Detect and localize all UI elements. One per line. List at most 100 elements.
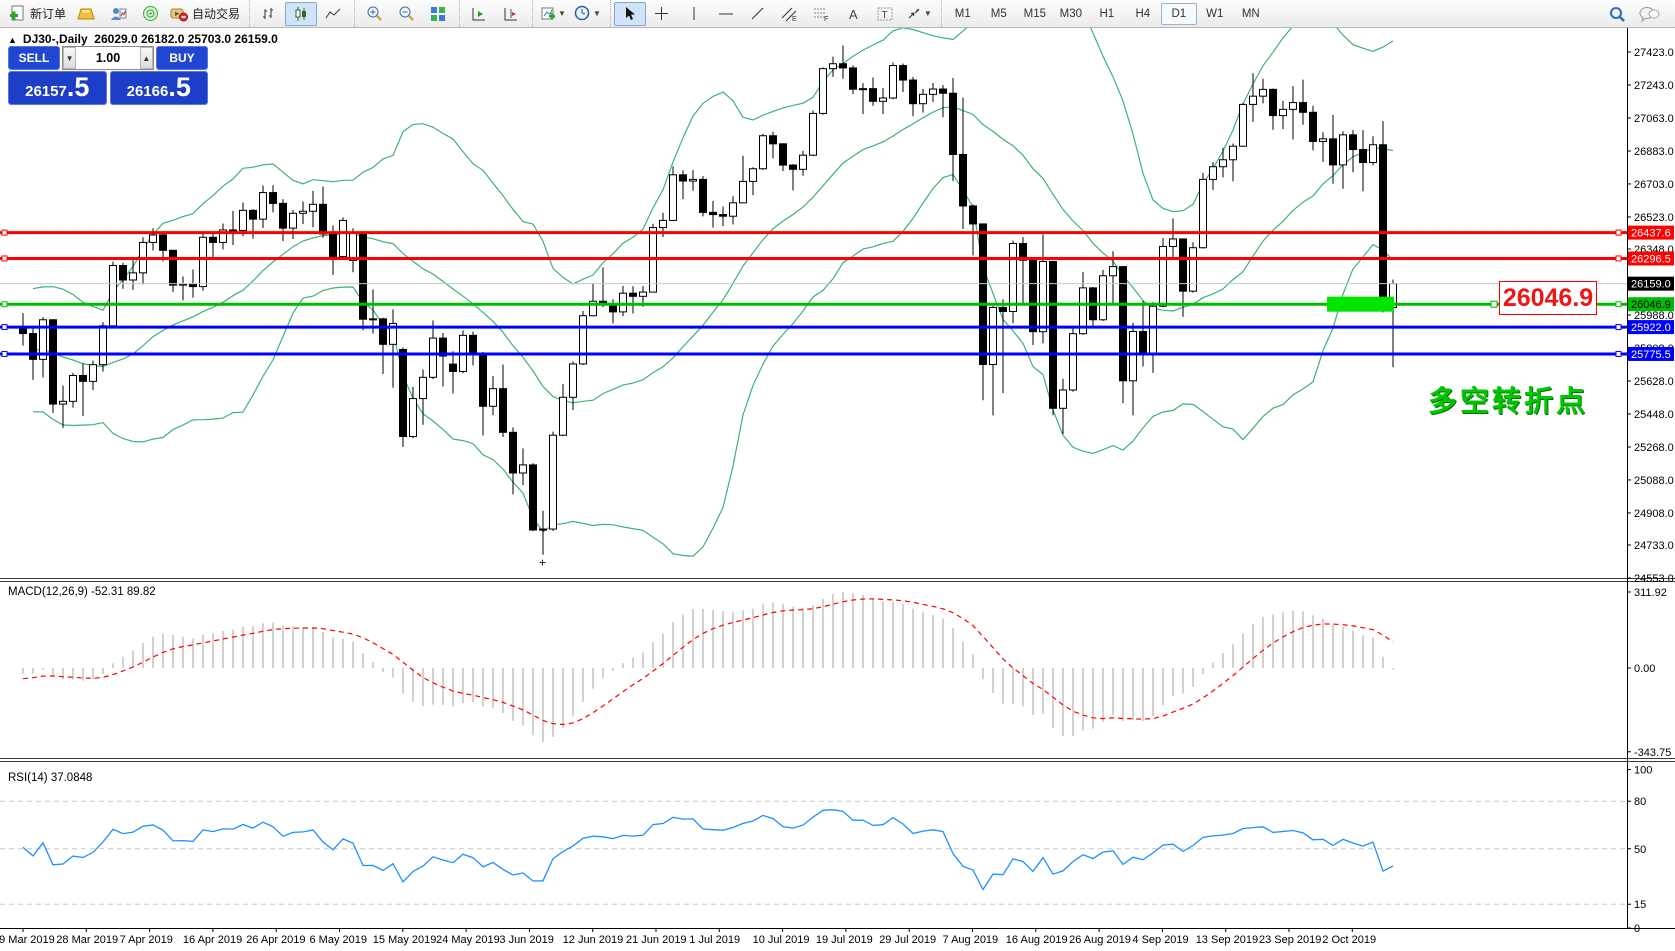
auto-scroll-button[interactable] — [463, 2, 495, 26]
candle — [899, 63, 907, 92]
price-axis-tick: 27243.0 — [1634, 80, 1674, 92]
chart-canvas[interactable]: +27423.0 27243.0 27063.0 26883.0 26703.0 2652… — [0, 28, 1675, 951]
timeframe-button-m1[interactable]: M1 — [954, 7, 971, 20]
turning-point-annotation[interactable]: 多空转折点 — [1428, 386, 1589, 418]
candle — [1039, 234, 1047, 344]
timeframe-button-m15[interactable]: M15 — [1023, 7, 1046, 20]
price-axis-tick: 26703.0 — [1634, 179, 1674, 191]
chart-window[interactable]: +27423.0 27243.0 27063.0 26883.0 26703.0 2652… — [0, 28, 1675, 951]
new-order-button[interactable]: 新订单 — [5, 2, 70, 26]
timeframe-button-mn[interactable]: MN — [1241, 7, 1260, 20]
timeframe-button-h4[interactable]: H4 — [1135, 7, 1151, 20]
candle — [459, 330, 467, 374]
sell-button[interactable]: SELL — [8, 46, 60, 70]
candlestick-button[interactable] — [285, 1, 318, 26]
volume-input[interactable] — [76, 47, 140, 69]
bar-chart-button[interactable] — [253, 2, 285, 26]
candle — [889, 62, 897, 100]
candle — [1019, 237, 1027, 304]
candle — [1089, 286, 1097, 328]
rsi-axis-label: 0 — [1634, 923, 1640, 935]
macd-axis-label: -343.75 — [1634, 747, 1671, 759]
price-callout-label[interactable]: 26046.9 — [1499, 281, 1597, 315]
timeframe-button-w1[interactable]: W1 — [1206, 7, 1224, 20]
volume-increase-button[interactable]: ▲ — [139, 47, 153, 69]
text-tool-button[interactable]: A — [838, 2, 870, 26]
candle — [199, 231, 207, 291]
candle — [579, 310, 587, 366]
price-pane[interactable]: + — [0, 28, 1627, 570]
low-point-marker: + — [539, 556, 546, 570]
bollinger-band — [32, 28, 1394, 312]
price-axis-tick: 24733.0 — [1634, 540, 1674, 552]
time-axis-label: 12 Jun 2019 — [563, 934, 624, 946]
candle — [219, 223, 227, 250]
candle — [919, 88, 927, 113]
chat-button[interactable] — [1633, 2, 1665, 26]
trendline-tool-button[interactable] — [742, 2, 774, 26]
macd-axis-label: 0.00 — [1634, 663, 1655, 675]
profile-button[interactable] — [102, 2, 134, 26]
tile-windows-button[interactable] — [422, 2, 454, 26]
market-watch-button[interactable] — [70, 2, 102, 26]
highlight-box[interactable] — [1327, 296, 1394, 312]
search-button[interactable] — [1601, 2, 1633, 26]
candle — [619, 285, 627, 317]
timeframe-button-m5[interactable]: M5 — [990, 7, 1007, 20]
line-chart-button[interactable] — [317, 2, 349, 26]
price-axis-tick: 24908.0 — [1634, 508, 1674, 520]
buy-price-quote[interactable]: 26166 .5 — [109, 71, 208, 105]
candle — [1339, 131, 1347, 189]
timeframe-button-d1[interactable]: D1 — [1160, 2, 1197, 25]
candle — [139, 237, 147, 285]
autotrading-label: 自动交易 — [192, 7, 241, 21]
candle — [129, 260, 137, 290]
vertical-line-tool-button[interactable] — [678, 2, 710, 26]
chat-icon — [1639, 6, 1660, 22]
autotrading-button[interactable]: 自动交易 — [166, 2, 244, 26]
time-axis-label: 3 Jun 2019 — [499, 934, 553, 946]
arrows-tool-button[interactable]: ▼ — [902, 2, 936, 26]
candle — [209, 231, 217, 259]
time-axis-label: 26 Aug 2019 — [1069, 934, 1131, 946]
sell-price-main: 26157 — [25, 83, 67, 100]
candle — [409, 386, 417, 439]
candle — [559, 384, 567, 437]
candle — [469, 331, 477, 366]
macd-pane[interactable] — [22, 591, 1394, 743]
volume-decrease-button[interactable]: ▼ — [63, 47, 77, 69]
candle — [259, 185, 267, 228]
channel-tool-button[interactable]: E — [774, 2, 806, 26]
zoom-out-button[interactable] — [390, 2, 422, 26]
gold-icon — [77, 8, 95, 19]
candle — [1249, 73, 1257, 122]
time-axis-label: 7 Apr 2019 — [120, 934, 173, 946]
community-button[interactable] — [134, 2, 166, 26]
candle — [1139, 300, 1147, 367]
fibonacci-tool-button[interactable]: F — [806, 2, 838, 26]
candle — [539, 510, 547, 555]
rsi-pane[interactable] — [0, 800, 1627, 905]
candle — [89, 360, 97, 391]
horizontal-line-tool-button[interactable] — [710, 2, 742, 26]
dropdown-caret: ▼ — [592, 9, 601, 18]
buy-button[interactable]: BUY — [156, 46, 208, 70]
bollinger-band — [32, 173, 1394, 557]
cursor-tool-button[interactable] — [613, 1, 646, 26]
sell-price-frac: .5 — [66, 72, 90, 102]
collapse-arrow-icon[interactable]: ▲ — [8, 35, 17, 45]
svg-text:A: A — [849, 7, 858, 21]
periods-button[interactable]: ▼ — [570, 2, 605, 26]
candle — [849, 65, 857, 95]
label-tool-button[interactable]: T — [870, 2, 902, 26]
zoom-in-button[interactable] — [358, 2, 390, 26]
new-chart-button[interactable]: ▼ — [536, 2, 570, 26]
price-tag — [1628, 251, 1674, 266]
candle — [1099, 269, 1107, 322]
crosshair-tool-button[interactable] — [646, 2, 678, 26]
chart-shift-button[interactable] — [495, 2, 527, 26]
candle — [629, 286, 637, 314]
sell-price-quote[interactable]: 26157 .5 — [8, 71, 107, 105]
timeframe-button-h1[interactable]: H1 — [1099, 7, 1115, 20]
timeframe-button-m30[interactable]: M30 — [1059, 7, 1082, 20]
